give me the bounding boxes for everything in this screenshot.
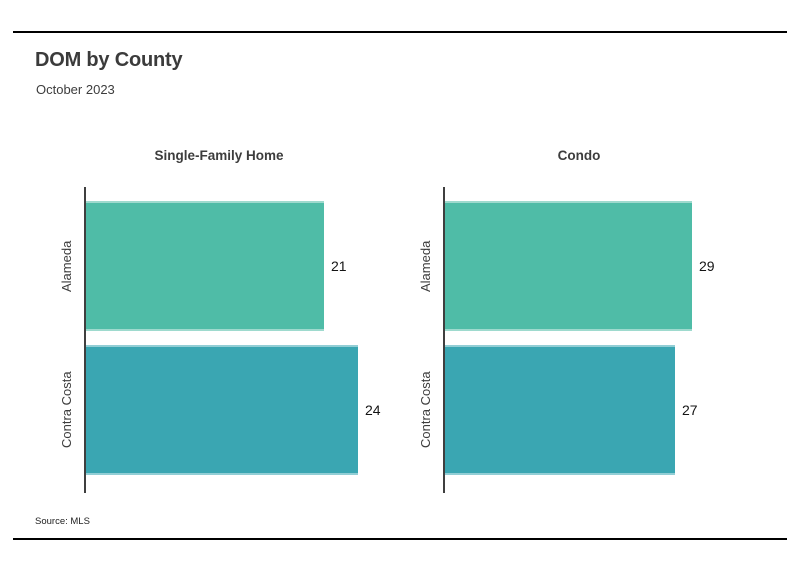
bar-alameda-sfh <box>86 201 324 331</box>
y-axis-panel1 <box>84 187 86 493</box>
y-axis-panel2 <box>443 187 445 493</box>
category-label-alameda-panel1: Alameda <box>59 240 74 292</box>
value-label-contra-costa-sfh: 24 <box>365 402 381 418</box>
source-note: Source: MLS <box>35 516 90 527</box>
chart-subtitle: October 2023 <box>36 82 115 97</box>
bar-row: 21 <box>86 201 431 331</box>
value-label-alameda-sfh: 21 <box>331 258 347 274</box>
panel-title-single-family: Single-Family Home <box>154 148 284 163</box>
top-rule <box>13 31 787 33</box>
chart-title: DOM by County <box>35 49 183 71</box>
bar-contra-costa-condo <box>445 345 675 475</box>
panel-title-condo: Condo <box>557 148 601 163</box>
category-label-contra-costa-panel1: Contra Costa <box>59 371 74 449</box>
value-label-contra-costa-condo: 27 <box>682 402 698 418</box>
bar-alameda-condo <box>445 201 692 331</box>
bottom-rule <box>13 538 787 540</box>
bar-row: 29 <box>445 201 790 331</box>
bar-contra-costa-sfh <box>86 345 358 475</box>
bar-row: 24 <box>86 345 431 475</box>
bar-row: 27 <box>445 345 790 475</box>
category-label-contra-costa-panel2: Contra Costa <box>418 371 433 449</box>
value-label-alameda-condo: 29 <box>699 258 715 274</box>
category-label-alameda-panel2: Alameda <box>418 240 433 292</box>
